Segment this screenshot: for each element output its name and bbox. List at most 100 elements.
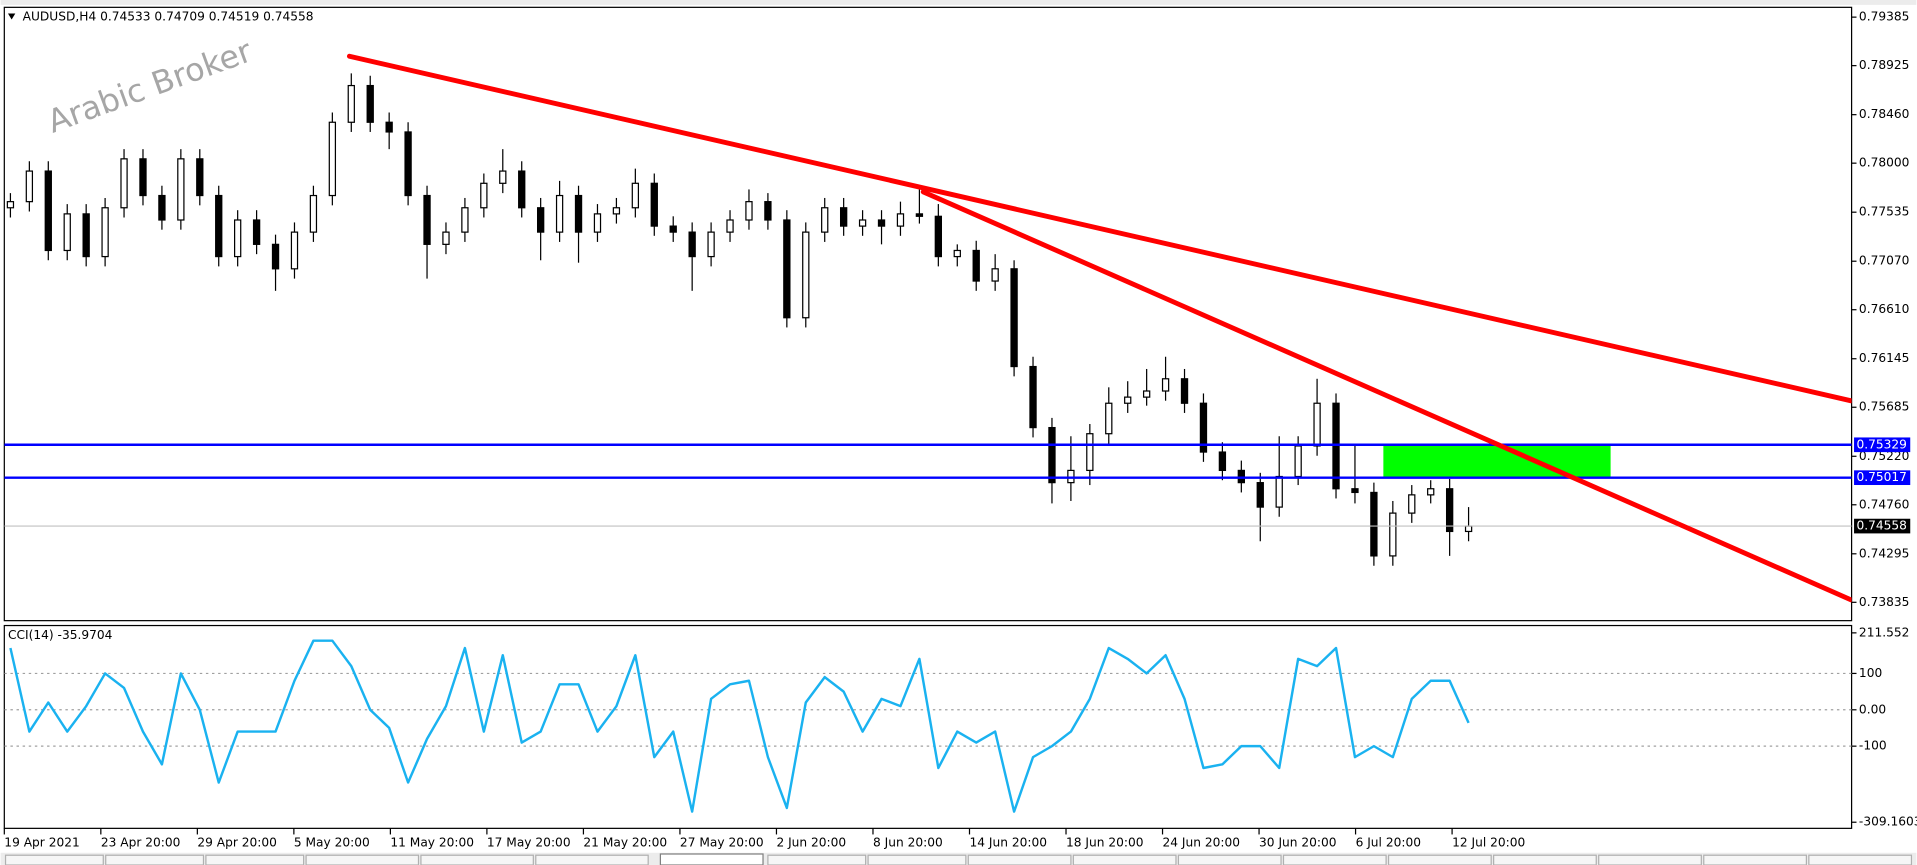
- symbol-header: AUDUSD,H4 0.74533 0.74709 0.74519 0.7455…: [23, 10, 314, 24]
- tab[interactable]: [4, 854, 104, 865]
- tab[interactable]: [1703, 854, 1808, 865]
- zone-rectangle: [1383, 444, 1611, 478]
- y-tick-label: -100: [1859, 739, 1887, 753]
- candle-body: [1408, 494, 1416, 514]
- candle-body: [1048, 426, 1056, 484]
- tab[interactable]: [420, 854, 534, 865]
- tab[interactable]: [967, 854, 1072, 865]
- candle-body: [1086, 433, 1094, 472]
- y-tick-label: 0.00: [1859, 702, 1886, 716]
- x-tick-label: 6 Jul 20:00: [1356, 836, 1421, 850]
- candle-body: [1142, 390, 1151, 398]
- x-tick-label: 21 May 20:00: [583, 836, 667, 850]
- candle-body: [821, 207, 829, 233]
- y-tick-label: -309.1603: [1859, 815, 1917, 829]
- tab[interactable]: [1282, 854, 1387, 865]
- candle-body: [347, 84, 355, 123]
- candle-body: [309, 194, 318, 233]
- candle-body: [499, 170, 507, 184]
- y-tick-label: 0.76610: [1859, 302, 1909, 316]
- candle-body: [536, 207, 545, 233]
- active-tab[interactable]: [659, 853, 764, 865]
- candle-body: [1427, 488, 1435, 496]
- candle-body: [158, 194, 166, 221]
- tab[interactable]: [1808, 854, 1913, 865]
- y-tick-label: 0.73835: [1859, 595, 1909, 609]
- tab[interactable]: [205, 854, 305, 865]
- candle-body: [896, 213, 905, 227]
- tab[interactable]: [867, 854, 967, 865]
- candle-body: [991, 268, 999, 282]
- candle-body: [271, 243, 280, 270]
- candle-body: [858, 219, 867, 227]
- y-tick-label: 0.78925: [1859, 58, 1909, 72]
- x-tick-label: 18 Jun 20:00: [1066, 836, 1144, 850]
- tab[interactable]: [535, 854, 649, 865]
- cci-plot: [4, 639, 1852, 813]
- candle-body: [1010, 268, 1018, 368]
- x-tick-label: 2 Jun 20:00: [776, 836, 846, 850]
- tab[interactable]: [105, 854, 205, 865]
- candle-body: [215, 194, 223, 258]
- candle-body: [234, 219, 242, 258]
- candle-body: [120, 158, 128, 209]
- candle-body: [480, 182, 488, 209]
- indicator-header: CCI(14) -35.9704: [8, 628, 113, 642]
- candle-body: [802, 231, 810, 319]
- main-panel-frame: [3, 6, 1853, 622]
- y-tick-label: 0.74760: [1859, 497, 1909, 511]
- tab[interactable]: [305, 854, 420, 865]
- tab[interactable]: [1598, 854, 1702, 865]
- x-tick-label: 23 Apr 20:00: [101, 836, 181, 850]
- candle-body: [631, 182, 640, 209]
- x-tick-label: 27 May 20:00: [680, 836, 764, 850]
- tab[interactable]: [1072, 854, 1177, 865]
- symbol-menu-arrow[interactable]: [7, 13, 16, 20]
- candle-body: [1124, 396, 1132, 404]
- candle-body: [1445, 488, 1454, 533]
- candle-body: [934, 215, 943, 258]
- candle-body: [1029, 365, 1037, 429]
- y-tick-label: 0.77070: [1859, 254, 1909, 268]
- candle-body: [44, 170, 52, 252]
- candle-body: [1389, 512, 1397, 557]
- candle-body: [366, 84, 374, 123]
- x-tick-label: 19 Apr 2021: [4, 836, 79, 850]
- candle-body: [688, 231, 696, 258]
- y-tick-label: 0.77535: [1859, 205, 1909, 219]
- candle-body: [1105, 402, 1113, 435]
- candle-body: [1275, 475, 1283, 508]
- candle-body: [877, 219, 886, 227]
- candle-body: [915, 213, 924, 217]
- tab[interactable]: [1177, 854, 1282, 865]
- horizontal-line-label: 0.75017: [1856, 470, 1906, 484]
- candle-body: [1218, 451, 1227, 472]
- cci-panel-frame: [3, 624, 1853, 829]
- candle-body: [6, 201, 15, 209]
- tab[interactable]: [1387, 854, 1492, 865]
- candle-body: [518, 170, 526, 209]
- candle-body: [328, 121, 337, 197]
- candle-body: [442, 231, 450, 245]
- top-strip: [0, 0, 1917, 5]
- y-tick-label: 211.552: [1859, 625, 1909, 639]
- x-tick-label: 5 May 20:00: [294, 836, 370, 850]
- candle-body: [745, 201, 753, 221]
- x-tick-label: 8 Jun 20:00: [873, 836, 943, 850]
- candle-body: [1351, 488, 1359, 494]
- tab[interactable]: [767, 854, 867, 865]
- y-tick-label: 0.75685: [1859, 400, 1909, 414]
- y-tick-label: 100: [1859, 666, 1882, 680]
- tab[interactable]: [1493, 854, 1597, 865]
- candle-body: [101, 207, 109, 258]
- candle-body: [385, 121, 393, 133]
- candle-body: [252, 219, 261, 245]
- horizontal-line-label: 0.75329: [1856, 437, 1906, 451]
- horizontal-line-badge: [1854, 437, 1911, 453]
- candle-body: [764, 201, 772, 221]
- axes: 0.79385 0.78925 0.78460 0.78000 0.77535 0.770…: [3, 10, 1917, 850]
- candle-body: [1294, 445, 1302, 478]
- candle-body: [423, 194, 431, 245]
- x-tick-label: 24 Jun 20:00: [1163, 836, 1241, 850]
